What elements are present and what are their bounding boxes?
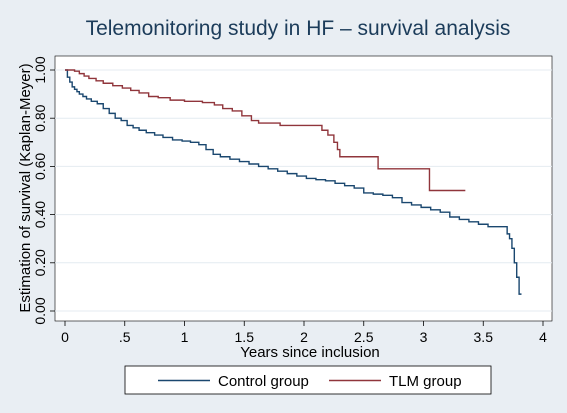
y-tick-label: 0.80: [32, 104, 48, 131]
axes: 0.00 0.20 0.40 0.60 0.80 1.00 0 .5 1 1.5 2 2.5 3 3.5 4: [32, 56, 547, 345]
series-line-control: [65, 69, 522, 295]
grid-lines: [55, 69, 552, 312]
y-tick-label: 0.60: [32, 153, 48, 180]
y-axis-label: Estimation of survival (Kaplan-Meyer): [17, 63, 34, 312]
x-tick-label: 1: [181, 329, 189, 345]
x-tick-label: 0: [61, 329, 69, 345]
x-tick-label: 2.5: [354, 329, 374, 345]
x-axis-label: Years since inclusion: [240, 344, 380, 361]
y-tick-label: 0.20: [32, 249, 48, 276]
legend-label-control: Control group: [218, 373, 309, 390]
x-tick-label: .5: [119, 329, 131, 345]
x-tick-label: 1.5: [235, 329, 255, 345]
legend: Control group TLM group: [124, 365, 492, 395]
x-tick-label: 3.5: [474, 329, 494, 345]
x-tick-label: 4: [539, 329, 547, 345]
series-lines: [65, 69, 522, 295]
x-tick-label: 2: [300, 329, 308, 345]
y-tick-label: 1.00: [32, 56, 48, 83]
x-tick-label: 3: [420, 329, 428, 345]
legend-label-tlm: TLM group: [389, 373, 462, 390]
plot-area: [54, 55, 553, 322]
chart-title: Telemonitoring study in HF – survival an…: [86, 17, 511, 40]
series-line-tlm: [65, 69, 466, 192]
y-tick-label: 0.40: [32, 201, 48, 228]
y-tick-label: 0.00: [32, 297, 48, 324]
